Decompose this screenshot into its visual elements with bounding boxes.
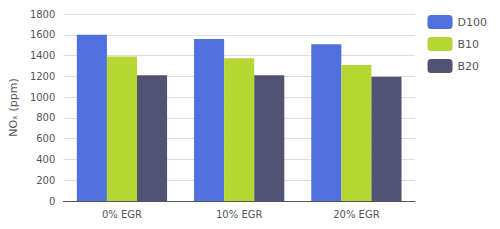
svg-text:0% EGR: 0% EGR <box>102 209 142 220</box>
svg-text:NOₓ (ppm): NOₓ (ppm) <box>7 78 20 137</box>
svg-text:1800: 1800 <box>30 9 55 20</box>
svg-text:B20: B20 <box>458 60 480 73</box>
svg-text:1200: 1200 <box>30 71 55 82</box>
svg-text:400: 400 <box>36 154 55 165</box>
svg-text:1400: 1400 <box>30 50 55 61</box>
svg-text:600: 600 <box>36 133 55 144</box>
svg-text:1600: 1600 <box>30 29 55 40</box>
svg-text:800: 800 <box>36 112 55 123</box>
svg-text:D100: D100 <box>458 16 487 29</box>
svg-text:10% EGR: 10% EGR <box>216 209 262 220</box>
svg-text:20% EGR: 20% EGR <box>333 209 379 220</box>
svg-text:B10: B10 <box>458 38 480 51</box>
svg-text:200: 200 <box>36 175 55 186</box>
svg-text:0: 0 <box>49 196 55 207</box>
svg-text:1000: 1000 <box>30 92 55 103</box>
